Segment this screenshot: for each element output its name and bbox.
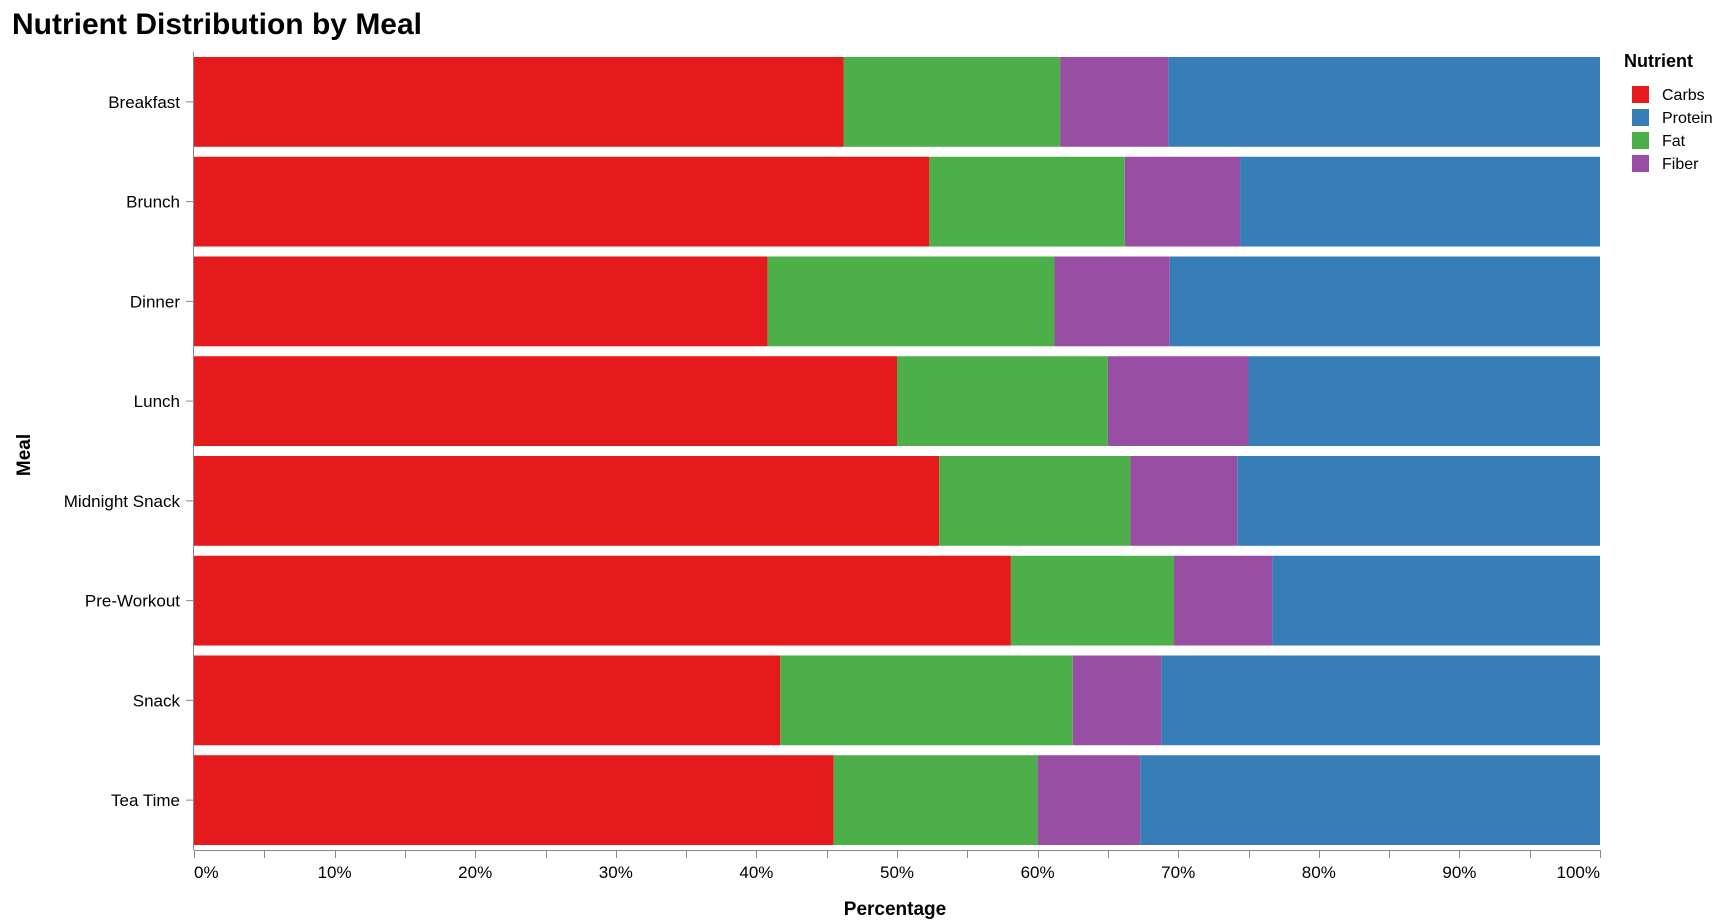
bar-fiber-midnight-snack (1130, 455, 1238, 546)
bar-protein-breakfast (1168, 56, 1600, 147)
bar-fiber-brunch (1124, 156, 1241, 247)
chart-title: Nutrient Distribution by Meal (12, 8, 422, 41)
x-tick-label: 30% (599, 863, 633, 882)
legend-label-fat: Fat (1662, 133, 1686, 150)
bar-carbs-lunch (194, 356, 897, 447)
bar-protein-midnight-snack (1237, 455, 1600, 546)
x-axis-title: Percentage (844, 899, 946, 920)
y-tick-label: Dinner (130, 292, 180, 311)
y-tick-label: Pre-Workout (85, 592, 180, 611)
x-tick-label: 80% (1302, 863, 1336, 882)
y-tick-label: Tea Time (111, 791, 180, 810)
bar-protein-lunch (1248, 356, 1600, 447)
legend-label-fiber: Fiber (1662, 156, 1699, 173)
bar-fiber-snack (1072, 655, 1162, 746)
x-tick-label: 10% (318, 863, 352, 882)
x-axis: 0% 10% 20% 30% 40% 50% 60% 70% 80% 90% 100% (194, 850, 1601, 882)
bar-protein-snack (1161, 655, 1600, 746)
bar-fiber-pre-workout (1173, 555, 1273, 646)
bar-fat-snack (780, 655, 1073, 746)
bar-fat-midnight-snack (939, 455, 1131, 546)
legend-label-protein: Protein (1662, 110, 1713, 127)
bar-fat-brunch (929, 156, 1125, 247)
bar-fiber-breakfast (1060, 56, 1169, 147)
plot-area (194, 56, 1600, 846)
bar-carbs-tea-time (194, 755, 834, 846)
bar-fiber-lunch (1107, 356, 1249, 447)
bar-carbs-pre-workout (194, 555, 1011, 646)
bar-carbs-breakfast (194, 56, 844, 147)
y-tick-label: Breakfast (108, 93, 180, 112)
legend-swatch-fiber (1632, 155, 1649, 172)
x-tick-label: 90% (1442, 863, 1476, 882)
bar-fat-tea-time (833, 755, 1038, 846)
bar-carbs-brunch (194, 156, 930, 247)
x-tick-label: 70% (1161, 863, 1195, 882)
bar-protein-tea-time (1140, 755, 1600, 846)
bar-protein-pre-workout (1272, 555, 1600, 646)
bar-fiber-tea-time (1037, 755, 1141, 846)
y-tick-label: Brunch (126, 193, 180, 212)
y-axis: Breakfast Brunch Dinner Lunch Midnight Snack… (64, 52, 194, 850)
y-tick-label: Snack (133, 691, 181, 710)
bar-fat-pre-workout (1010, 555, 1174, 646)
bar-carbs-midnight-snack (194, 455, 940, 546)
bar-protein-brunch (1240, 156, 1600, 247)
bar-fiber-dinner (1054, 256, 1170, 347)
y-tick-label: Midnight Snack (64, 492, 181, 511)
x-tick-label: 40% (739, 863, 773, 882)
bar-carbs-snack (194, 655, 781, 746)
legend-swatch-protein (1632, 109, 1649, 126)
legend-label-carbs: Carbs (1662, 87, 1705, 104)
bar-fat-dinner (767, 256, 1055, 347)
y-axis-title: Meal (14, 434, 35, 476)
x-tick-label: 100% (1557, 863, 1600, 882)
x-tick-label: 20% (458, 863, 492, 882)
x-tick-label: 50% (880, 863, 914, 882)
x-tick-label: 60% (1021, 863, 1055, 882)
bar-carbs-dinner (194, 256, 768, 347)
legend-title: Nutrient (1624, 51, 1693, 71)
bar-fat-lunch (897, 356, 1108, 447)
bar-protein-dinner (1169, 256, 1600, 347)
legend-swatch-fat (1632, 132, 1649, 149)
y-tick-label: Lunch (134, 392, 180, 411)
bar-fat-breakfast (843, 56, 1061, 147)
legend: Nutrient Carbs Protein Fat Fiber (1624, 51, 1713, 173)
legend-swatch-carbs (1632, 86, 1649, 103)
x-tick-label: 0% (194, 863, 219, 882)
